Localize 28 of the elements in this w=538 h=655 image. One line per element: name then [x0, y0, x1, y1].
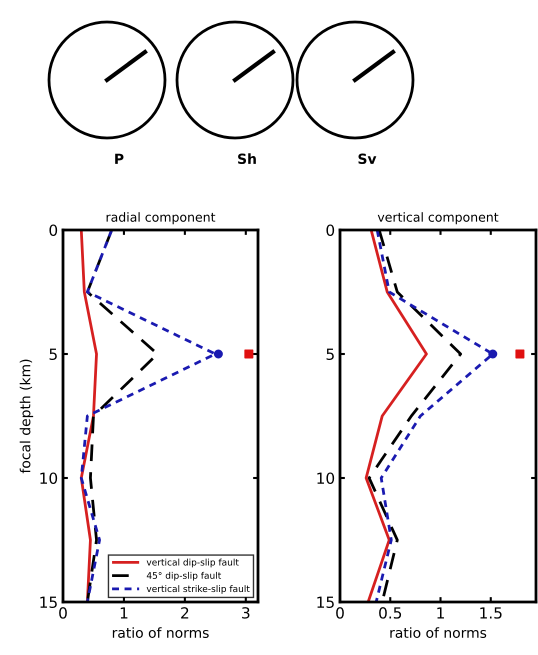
x-tick-label: 1: [120, 607, 128, 618]
legend-label: vertical strike-slip fault: [146, 585, 250, 594]
x-tick-label: 0: [336, 607, 344, 619]
y-tick-label: 5: [50, 348, 57, 360]
y-tick-label: 15: [40, 596, 57, 608]
legend-label: vertical dip-slip fault: [146, 558, 239, 568]
x-tick-label: 0: [59, 607, 67, 619]
chart-title: radial component: [106, 212, 216, 224]
text: Sh: [238, 153, 256, 164]
x-axis-title: ratio of norms: [112, 627, 209, 638]
y-tick-label: 5: [326, 348, 334, 360]
line-series: [364, 230, 428, 602]
x-tick-label: 1.5: [480, 607, 502, 619]
x-tick-label: 0.5: [379, 607, 402, 619]
y-tick-label: 10: [40, 472, 58, 484]
y-tick-label: 0: [49, 224, 58, 236]
x-tick-label: 3: [242, 607, 250, 619]
y-axis-title: focal depth (km): [20, 360, 34, 474]
chart-title: vertical component: [378, 212, 498, 224]
y-tick-label: 15: [317, 596, 334, 608]
y-tick-label: 0: [326, 224, 334, 236]
text: Sv: [358, 154, 376, 164]
legend-label: 45° dip-slip fault: [146, 572, 222, 581]
x-tick-label: 1: [437, 607, 444, 618]
x-axis-title: ratio of norms: [390, 627, 486, 638]
x-tick-label: 2: [181, 607, 188, 618]
text: P: [115, 154, 124, 164]
y-tick-label: 10: [317, 472, 334, 484]
